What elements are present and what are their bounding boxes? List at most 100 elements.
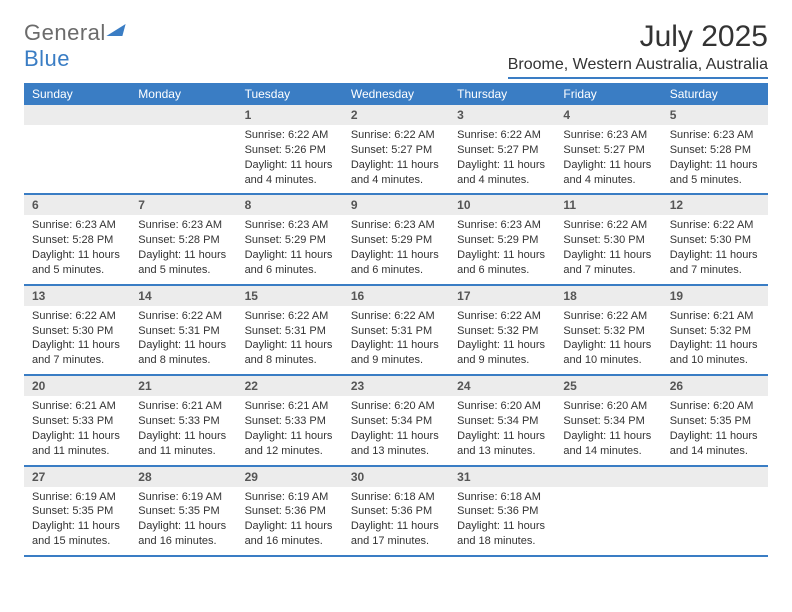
sunrise-text: Sunrise: 6:22 AM: [32, 309, 122, 324]
calendar-week: 13Sunrise: 6:22 AMSunset: 5:30 PMDayligh…: [24, 286, 768, 376]
sunrise-text: Sunrise: 6:22 AM: [245, 309, 335, 324]
day-info: Sunrise: 6:23 AMSunset: 5:29 PMDaylight:…: [237, 215, 343, 283]
calendar-cell: 21Sunrise: 6:21 AMSunset: 5:33 PMDayligh…: [130, 376, 236, 464]
sunset-text: Sunset: 5:30 PM: [32, 324, 122, 339]
daylight-text: Daylight: 11 hours and 18 minutes.: [457, 519, 547, 549]
date-number: 21: [130, 376, 236, 396]
day-info: Sunrise: 6:23 AMSunset: 5:29 PMDaylight:…: [343, 215, 449, 283]
calendar-week: 20Sunrise: 6:21 AMSunset: 5:33 PMDayligh…: [24, 376, 768, 466]
daylight-text: Daylight: 11 hours and 16 minutes.: [138, 519, 228, 549]
date-number: 16: [343, 286, 449, 306]
sunset-text: Sunset: 5:27 PM: [351, 143, 441, 158]
date-number: 31: [449, 467, 555, 487]
location-label: Broome, Western Australia, Australia: [508, 56, 768, 79]
date-number: 13: [24, 286, 130, 306]
daylight-text: Daylight: 11 hours and 13 minutes.: [351, 429, 441, 459]
sunset-text: Sunset: 5:27 PM: [563, 143, 653, 158]
day-info: Sunrise: 6:21 AMSunset: 5:33 PMDaylight:…: [24, 396, 130, 464]
sunset-text: Sunset: 5:33 PM: [138, 414, 228, 429]
date-number: 2: [343, 105, 449, 125]
date-number: 30: [343, 467, 449, 487]
day-info: Sunrise: 6:20 AMSunset: 5:34 PMDaylight:…: [555, 396, 661, 464]
daylight-text: Daylight: 11 hours and 11 minutes.: [138, 429, 228, 459]
sunrise-text: Sunrise: 6:22 AM: [457, 309, 547, 324]
daylight-text: Daylight: 11 hours and 7 minutes.: [563, 248, 653, 278]
calendar-cell: 11Sunrise: 6:22 AMSunset: 5:30 PMDayligh…: [555, 195, 661, 283]
sunrise-text: Sunrise: 6:23 AM: [32, 218, 122, 233]
date-number: 14: [130, 286, 236, 306]
sunset-text: Sunset: 5:31 PM: [245, 324, 335, 339]
day-info: Sunrise: 6:22 AMSunset: 5:31 PMDaylight:…: [343, 306, 449, 374]
calendar-cell: 28Sunrise: 6:19 AMSunset: 5:35 PMDayligh…: [130, 467, 236, 555]
calendar: Sunday Monday Tuesday Wednesday Thursday…: [24, 83, 768, 557]
sunrise-text: Sunrise: 6:19 AM: [32, 490, 122, 505]
sunset-text: Sunset: 5:27 PM: [457, 143, 547, 158]
date-number: .: [662, 467, 768, 487]
daylight-text: Daylight: 11 hours and 9 minutes.: [457, 338, 547, 368]
sunrise-text: Sunrise: 6:22 AM: [670, 218, 760, 233]
sunset-text: Sunset: 5:36 PM: [351, 504, 441, 519]
daylight-text: Daylight: 11 hours and 5 minutes.: [32, 248, 122, 278]
calendar-cell: 3Sunrise: 6:22 AMSunset: 5:27 PMDaylight…: [449, 105, 555, 193]
daylight-text: Daylight: 11 hours and 7 minutes.: [670, 248, 760, 278]
day-info: Sunrise: 6:22 AMSunset: 5:32 PMDaylight:…: [449, 306, 555, 374]
date-number: 27: [24, 467, 130, 487]
daylight-text: Daylight: 11 hours and 9 minutes.: [351, 338, 441, 368]
sunrise-text: Sunrise: 6:20 AM: [351, 399, 441, 414]
calendar-cell: 4Sunrise: 6:23 AMSunset: 5:27 PMDaylight…: [555, 105, 661, 193]
daylight-text: Daylight: 11 hours and 10 minutes.: [670, 338, 760, 368]
day-info: Sunrise: 6:22 AMSunset: 5:30 PMDaylight:…: [662, 215, 768, 283]
day-info: Sunrise: 6:21 AMSunset: 5:32 PMDaylight:…: [662, 306, 768, 374]
calendar-cell: .: [130, 105, 236, 193]
sunrise-text: Sunrise: 6:23 AM: [457, 218, 547, 233]
sunrise-text: Sunrise: 6:23 AM: [563, 128, 653, 143]
date-number: 12: [662, 195, 768, 215]
calendar-cell: 29Sunrise: 6:19 AMSunset: 5:36 PMDayligh…: [237, 467, 343, 555]
daylight-text: Daylight: 11 hours and 15 minutes.: [32, 519, 122, 549]
sunset-text: Sunset: 5:34 PM: [563, 414, 653, 429]
daylight-text: Daylight: 11 hours and 7 minutes.: [32, 338, 122, 368]
date-number: 28: [130, 467, 236, 487]
calendar-cell: 30Sunrise: 6:18 AMSunset: 5:36 PMDayligh…: [343, 467, 449, 555]
day-info: Sunrise: 6:22 AMSunset: 5:26 PMDaylight:…: [237, 125, 343, 193]
sunrise-text: Sunrise: 6:22 AM: [245, 128, 335, 143]
sunset-text: Sunset: 5:28 PM: [670, 143, 760, 158]
calendar-cell: 20Sunrise: 6:21 AMSunset: 5:33 PMDayligh…: [24, 376, 130, 464]
weekday-label: Tuesday: [237, 83, 343, 105]
date-number: 11: [555, 195, 661, 215]
sunset-text: Sunset: 5:31 PM: [138, 324, 228, 339]
sunset-text: Sunset: 5:30 PM: [563, 233, 653, 248]
month-title: July 2025: [508, 20, 768, 54]
day-info: Sunrise: 6:21 AMSunset: 5:33 PMDaylight:…: [130, 396, 236, 464]
daylight-text: Daylight: 11 hours and 4 minutes.: [245, 158, 335, 188]
brand-text: General Blue: [24, 20, 124, 72]
date-number: 7: [130, 195, 236, 215]
day-info: Sunrise: 6:23 AMSunset: 5:28 PMDaylight:…: [662, 125, 768, 193]
calendar-cell: 8Sunrise: 6:23 AMSunset: 5:29 PMDaylight…: [237, 195, 343, 283]
calendar-cell: .: [662, 467, 768, 555]
calendar-week: ..1Sunrise: 6:22 AMSunset: 5:26 PMDaylig…: [24, 105, 768, 195]
sunset-text: Sunset: 5:29 PM: [245, 233, 335, 248]
sunrise-text: Sunrise: 6:19 AM: [245, 490, 335, 505]
daylight-text: Daylight: 11 hours and 4 minutes.: [563, 158, 653, 188]
day-info: Sunrise: 6:23 AMSunset: 5:29 PMDaylight:…: [449, 215, 555, 283]
calendar-cell: .: [24, 105, 130, 193]
brand-word1: General: [24, 20, 106, 45]
sunset-text: Sunset: 5:32 PM: [563, 324, 653, 339]
daylight-text: Daylight: 11 hours and 14 minutes.: [563, 429, 653, 459]
day-info: Sunrise: 6:20 AMSunset: 5:35 PMDaylight:…: [662, 396, 768, 464]
date-number: 24: [449, 376, 555, 396]
sunset-text: Sunset: 5:35 PM: [138, 504, 228, 519]
calendar-week: 6Sunrise: 6:23 AMSunset: 5:28 PMDaylight…: [24, 195, 768, 285]
sunrise-text: Sunrise: 6:20 AM: [457, 399, 547, 414]
sunrise-text: Sunrise: 6:22 AM: [457, 128, 547, 143]
day-info: Sunrise: 6:19 AMSunset: 5:35 PMDaylight:…: [130, 487, 236, 555]
calendar-cell: 17Sunrise: 6:22 AMSunset: 5:32 PMDayligh…: [449, 286, 555, 374]
daylight-text: Daylight: 11 hours and 16 minutes.: [245, 519, 335, 549]
day-info: Sunrise: 6:18 AMSunset: 5:36 PMDaylight:…: [343, 487, 449, 555]
calendar-grid: ..1Sunrise: 6:22 AMSunset: 5:26 PMDaylig…: [24, 105, 768, 557]
calendar-cell: 27Sunrise: 6:19 AMSunset: 5:35 PMDayligh…: [24, 467, 130, 555]
sunrise-text: Sunrise: 6:22 AM: [563, 309, 653, 324]
daylight-text: Daylight: 11 hours and 13 minutes.: [457, 429, 547, 459]
sunrise-text: Sunrise: 6:22 AM: [351, 128, 441, 143]
